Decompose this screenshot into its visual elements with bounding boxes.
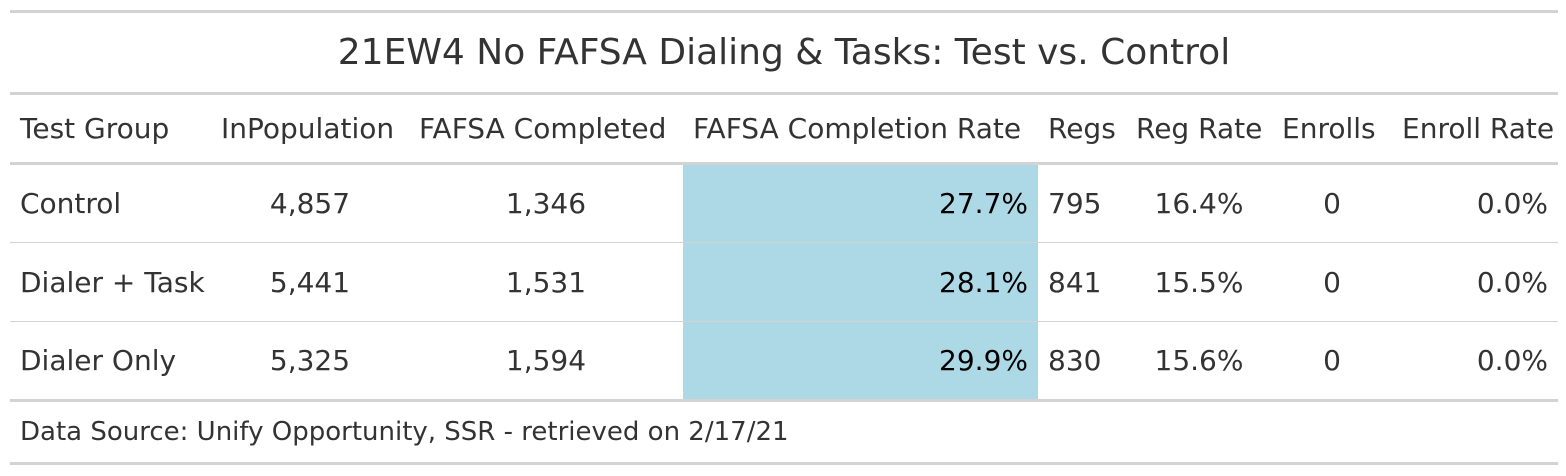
cell-test-group: Dialer Only: [10, 321, 211, 402]
cell-inpopulation: 4,857: [211, 163, 409, 243]
cell-regs: 841: [1038, 242, 1126, 322]
cell-reg-rate: 15.6%: [1126, 321, 1272, 402]
cell-fafsa-completion-rate: 29.9%: [683, 321, 1038, 402]
header-fafsa-completion-rate: FAFSA Completion Rate: [683, 92, 1038, 165]
cell-fafsa-completed: 1,594: [409, 321, 683, 402]
header-test-group: Test Group: [10, 92, 211, 165]
table-row: Dialer Only 5,325 1,594 29.9% 830 15.6% …: [10, 321, 1558, 402]
header-inpopulation: InPopulation: [211, 92, 409, 165]
header-enroll-rate: Enroll Rate: [1392, 92, 1558, 165]
cell-enrolls: 0: [1272, 163, 1392, 243]
table-row: Dialer + Task 5,441 1,531 28.1% 841 15.5…: [10, 242, 1558, 322]
cell-fafsa-completion-rate: 27.7%: [683, 163, 1038, 243]
header-row: Test Group InPopulation FAFSA Completed …: [10, 92, 1558, 165]
cell-fafsa-completed: 1,531: [409, 242, 683, 322]
table-row: Control 4,857 1,346 27.7% 795 16.4% 0 0.…: [10, 163, 1558, 243]
cell-test-group: Control: [10, 163, 211, 243]
cell-fafsa-completed: 1,346: [409, 163, 683, 243]
cell-test-group: Dialer + Task: [10, 242, 211, 322]
header-enrolls: Enrolls: [1272, 92, 1392, 165]
cell-enroll-rate: 0.0%: [1392, 163, 1558, 243]
header-regs: Regs: [1038, 92, 1126, 165]
cell-enroll-rate: 0.0%: [1392, 321, 1558, 402]
table-title: 21EW4 No FAFSA Dialing & Tasks: Test vs.…: [337, 32, 1231, 73]
top-rule: [10, 10, 1558, 13]
header-reg-rate: Reg Rate: [1126, 92, 1272, 165]
cell-reg-rate: 16.4%: [1126, 163, 1272, 243]
cell-inpopulation: 5,325: [211, 321, 409, 402]
cell-enroll-rate: 0.0%: [1392, 242, 1558, 322]
cell-fafsa-completion-rate: 28.1%: [683, 242, 1038, 322]
cell-enrolls: 0: [1272, 242, 1392, 322]
header-fafsa-completed: FAFSA Completed: [409, 92, 683, 165]
data-table: Test Group InPopulation FAFSA Completed …: [10, 92, 1558, 402]
cell-regs: 830: [1038, 321, 1126, 402]
table-figure: 21EW4 No FAFSA Dialing & Tasks: Test vs.…: [10, 10, 1558, 465]
source-note: Data Source: Unify Opportunity, SSR - re…: [20, 417, 789, 447]
cell-regs: 795: [1038, 163, 1126, 243]
cell-inpopulation: 5,441: [211, 242, 409, 322]
cell-reg-rate: 15.5%: [1126, 242, 1272, 322]
bottom-rule: [10, 462, 1558, 465]
cell-enrolls: 0: [1272, 321, 1392, 402]
